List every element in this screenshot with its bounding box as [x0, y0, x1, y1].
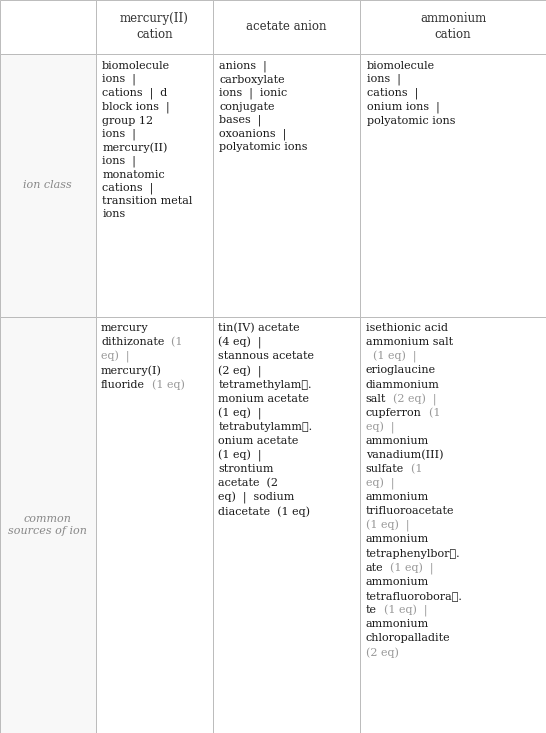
Text: mercury: mercury	[101, 323, 149, 334]
Text: (2 eq)  |: (2 eq) |	[218, 366, 262, 377]
Text: ammonium: ammonium	[366, 534, 429, 545]
Text: acetate anion: acetate anion	[246, 21, 327, 33]
Bar	[360, 0, 546, 54]
Text: tetramethylam∶.: tetramethylam∶.	[218, 380, 312, 389]
Text: ate: ate	[366, 563, 383, 572]
Text: trifluoroacetate: trifluoroacetate	[366, 507, 454, 516]
Text: onium acetate: onium acetate	[218, 436, 299, 446]
Bar	[96, 0, 213, 54]
Bar	[0, 317, 96, 733]
Text: ion class: ion class	[23, 180, 72, 191]
Text: (1 eq)  |: (1 eq) |	[383, 563, 434, 575]
Text: mercury(I): mercury(I)	[101, 366, 162, 376]
Text: eq)  |: eq) |	[366, 421, 394, 434]
Text: stannous acetate: stannous acetate	[218, 351, 314, 361]
Bar	[213, 317, 360, 733]
Bar	[96, 317, 213, 733]
Text: (2 eq)  |: (2 eq) |	[386, 394, 437, 405]
Bar	[360, 317, 546, 733]
Text: diammonium: diammonium	[366, 380, 440, 389]
Text: monium acetate: monium acetate	[218, 394, 310, 404]
Text: dithizonate: dithizonate	[101, 337, 164, 347]
Text: salt: salt	[366, 394, 386, 404]
Text: (4 eq)  |: (4 eq) |	[218, 337, 262, 350]
Bar	[96, 54, 213, 317]
Text: eq)  |  sodium: eq) | sodium	[218, 493, 295, 504]
Text: ammonium: ammonium	[366, 436, 429, 446]
Bar	[213, 0, 360, 54]
Text: vanadium(III): vanadium(III)	[366, 450, 443, 460]
Text: isethionic acid: isethionic acid	[366, 323, 448, 334]
Text: tetraphenylbor∶.: tetraphenylbor∶.	[366, 548, 460, 559]
Text: ammonium: ammonium	[366, 577, 429, 586]
Text: erioglaucine: erioglaucine	[366, 366, 436, 375]
Text: fluoride: fluoride	[101, 380, 145, 389]
Text: common
sources of ion: common sources of ion	[8, 514, 87, 537]
Bar	[213, 54, 360, 317]
Bar	[0, 54, 96, 317]
Text: anions  |
carboxylate
ions  |  ionic
conjugate
bases  |
oxoanions  |
polyatomic : anions | carboxylate ions | ionic conjug…	[219, 61, 308, 152]
Text: eq)  |: eq) |	[366, 478, 394, 490]
Text: (1: (1	[404, 464, 423, 474]
Text: (2 eq): (2 eq)	[366, 647, 399, 658]
Text: (1 eq)  |: (1 eq) |	[218, 450, 262, 462]
Bar	[0, 0, 96, 54]
Text: acetate  (2: acetate (2	[218, 478, 278, 488]
Text: (1 eq): (1 eq)	[145, 380, 185, 390]
Text: tetrabutylamm∶.: tetrabutylamm∶.	[218, 421, 312, 432]
Text: biomolecule
ions  |
cations  |  d
block ions  |
group 12
ions  |
mercury(II)
ion: biomolecule ions | cations | d block ion…	[102, 61, 193, 218]
Text: (1: (1	[422, 408, 440, 418]
Text: tetrafluorobora∶.: tetrafluorobora∶.	[366, 591, 462, 601]
Text: (1 eq)  |: (1 eq) |	[218, 408, 262, 420]
Text: biomolecule
ions  |
cations  |
onium ions  |
polyatomic ions: biomolecule ions | cations | onium ions …	[367, 61, 455, 125]
Text: ammonium: ammonium	[366, 619, 429, 629]
Text: diacetate  (1 eq): diacetate (1 eq)	[218, 507, 310, 517]
Text: mercury(II)
cation: mercury(II) cation	[120, 12, 189, 41]
Text: (1 eq)  |: (1 eq) |	[366, 351, 416, 364]
Bar	[360, 54, 546, 317]
Text: ammonium salt: ammonium salt	[366, 337, 453, 347]
Text: eq)  |: eq) |	[101, 351, 129, 364]
Text: strontium: strontium	[218, 464, 274, 474]
Text: (1: (1	[164, 337, 183, 347]
Text: tin(IV) acetate: tin(IV) acetate	[218, 323, 300, 334]
Text: ammonium
cation: ammonium cation	[420, 12, 486, 41]
Text: te: te	[366, 605, 377, 615]
Text: (1 eq)  |: (1 eq) |	[377, 605, 428, 617]
Text: cupferron: cupferron	[366, 408, 422, 418]
Text: ammonium: ammonium	[366, 493, 429, 502]
Text: sulfate: sulfate	[366, 464, 404, 474]
Text: (1 eq)  |: (1 eq) |	[366, 520, 410, 532]
Text: chloropalladite: chloropalladite	[366, 633, 450, 643]
